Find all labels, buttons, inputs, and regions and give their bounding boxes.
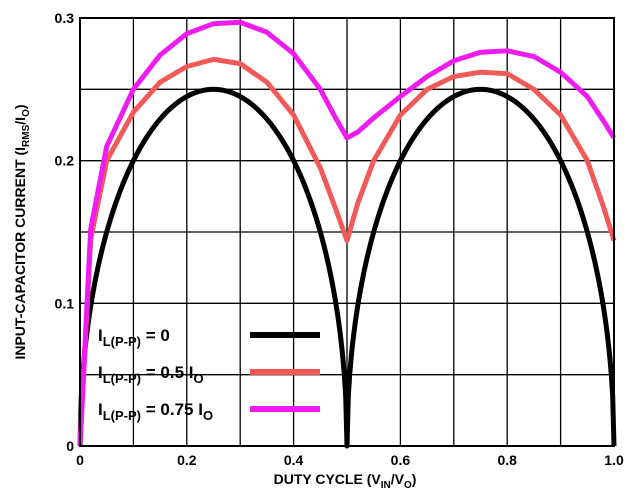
y-tick-label: 0.1: [55, 295, 75, 311]
y-axis-label: INPUT-CAPACITOR CURRENT (IRMS/IO): [12, 104, 32, 359]
x-tick-label: 1.0: [604, 452, 624, 468]
y-tick-labels: 0 0.1 0.2 0.3: [55, 10, 75, 454]
plot-frame: [79, 17, 615, 447]
x-tick-label: 0.6: [391, 452, 411, 468]
x-axis-label: DUTY CYCLE (VIN/VO): [274, 471, 417, 491]
x-tick-label: 0.4: [284, 452, 304, 468]
series-line-3: [77, 19, 617, 447]
x-tick-label: 0.2: [177, 452, 197, 468]
legend-label-1: IL(P-P) = 0: [98, 326, 170, 349]
y-tick-label: 0: [66, 438, 74, 454]
y-tick-label: 0.2: [55, 153, 75, 169]
legend-label-3: IL(P-P) = 0.75 IO: [98, 400, 213, 423]
legend-label-2: IL(P-P) = 0.5 IO: [98, 363, 204, 386]
x-tick-labels: 0 0.2 0.4 0.6 0.8 1.0: [76, 452, 624, 468]
x-tick-label: 0: [76, 452, 84, 468]
y-tick-label: 0.3: [55, 10, 75, 26]
series-line-2: [77, 56, 617, 447]
legend: IL(P-P) = 0 IL(P-P) = 0.5 IO IL(P-P) = 0.7…: [98, 326, 320, 423]
x-tick-label: 0.8: [497, 452, 517, 468]
